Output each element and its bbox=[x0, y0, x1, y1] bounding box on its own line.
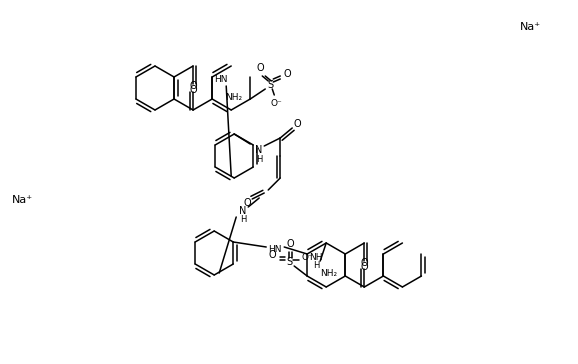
Text: O: O bbox=[189, 81, 197, 91]
Text: O⁻: O⁻ bbox=[301, 253, 313, 262]
Text: S: S bbox=[267, 80, 273, 90]
Text: Na⁺: Na⁺ bbox=[520, 22, 541, 32]
Text: O: O bbox=[286, 239, 294, 249]
Text: NH₂: NH₂ bbox=[320, 269, 337, 278]
Text: O: O bbox=[361, 262, 368, 272]
Text: S: S bbox=[286, 257, 292, 267]
Text: Na⁺: Na⁺ bbox=[12, 195, 33, 205]
Text: H: H bbox=[256, 154, 262, 163]
Text: O: O bbox=[257, 63, 264, 73]
Text: O: O bbox=[268, 250, 276, 260]
Text: O: O bbox=[361, 258, 368, 268]
Text: O: O bbox=[283, 69, 291, 79]
Text: O: O bbox=[294, 119, 301, 129]
Text: H: H bbox=[240, 215, 246, 225]
Text: HN: HN bbox=[214, 75, 228, 83]
Text: O: O bbox=[243, 198, 251, 208]
Text: N: N bbox=[254, 145, 262, 155]
Text: NH: NH bbox=[309, 253, 323, 261]
Text: O⁻: O⁻ bbox=[271, 99, 282, 107]
Text: HN: HN bbox=[268, 245, 282, 254]
Text: N: N bbox=[239, 206, 246, 216]
Text: H: H bbox=[313, 261, 320, 270]
Text: O: O bbox=[189, 85, 197, 95]
Text: NH₂: NH₂ bbox=[225, 92, 242, 102]
